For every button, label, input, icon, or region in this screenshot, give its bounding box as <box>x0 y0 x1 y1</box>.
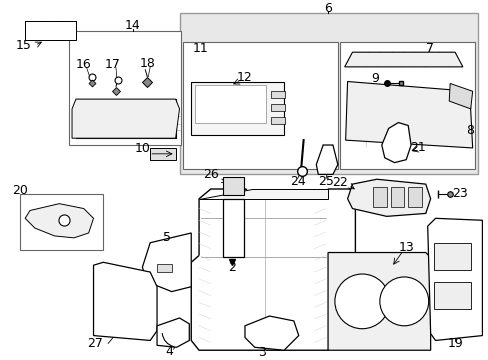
Circle shape <box>334 274 389 329</box>
Bar <box>20 194 103 249</box>
Text: 13: 13 <box>398 241 413 254</box>
Bar <box>25 21 76 40</box>
Text: 9: 9 <box>370 72 378 85</box>
Text: 4: 4 <box>165 345 173 358</box>
Text: 3: 3 <box>257 346 265 359</box>
Polygon shape <box>72 99 179 138</box>
Polygon shape <box>448 84 472 109</box>
Bar <box>183 42 337 170</box>
Bar <box>433 282 470 309</box>
Bar <box>179 13 477 174</box>
Polygon shape <box>142 233 191 292</box>
Text: 21: 21 <box>409 141 425 154</box>
Text: 2: 2 <box>228 261 236 274</box>
Polygon shape <box>157 318 189 347</box>
Text: 6: 6 <box>324 2 331 15</box>
Polygon shape <box>199 189 327 199</box>
Text: 7: 7 <box>425 42 433 55</box>
Polygon shape <box>347 179 430 216</box>
Text: 17: 17 <box>105 58 121 71</box>
Text: 24: 24 <box>289 175 305 188</box>
Circle shape <box>379 277 428 326</box>
Polygon shape <box>344 52 462 67</box>
Bar <box>150 148 175 160</box>
Polygon shape <box>327 252 430 350</box>
Polygon shape <box>381 122 410 163</box>
Polygon shape <box>244 316 298 350</box>
Text: 20: 20 <box>12 184 28 197</box>
Text: 25: 25 <box>318 175 333 188</box>
Bar <box>372 187 386 207</box>
Bar <box>390 187 404 207</box>
Bar <box>271 104 285 111</box>
Text: 11: 11 <box>193 42 208 55</box>
Bar <box>222 177 244 195</box>
Polygon shape <box>191 189 355 350</box>
Polygon shape <box>93 262 157 341</box>
Text: 22: 22 <box>331 176 347 189</box>
Bar <box>157 264 171 272</box>
Bar <box>69 31 181 145</box>
Bar <box>76 99 175 138</box>
Text: 8: 8 <box>465 124 473 137</box>
Text: 16: 16 <box>76 58 91 71</box>
Polygon shape <box>316 145 337 174</box>
Text: 18: 18 <box>139 58 155 71</box>
Text: 14: 14 <box>124 19 140 32</box>
Bar <box>407 187 421 207</box>
Polygon shape <box>345 81 472 148</box>
Text: 10: 10 <box>134 143 150 156</box>
Text: 19: 19 <box>447 337 462 350</box>
Bar <box>191 81 284 135</box>
Text: 5: 5 <box>163 231 170 244</box>
Text: 15: 15 <box>15 39 31 52</box>
Bar <box>339 42 474 170</box>
Text: 1: 1 <box>228 188 236 201</box>
Bar <box>433 243 470 270</box>
Bar <box>271 117 285 123</box>
Text: 26: 26 <box>203 168 218 181</box>
Bar <box>195 85 265 122</box>
Text: 23: 23 <box>451 188 467 201</box>
Polygon shape <box>25 21 76 40</box>
Text: 12: 12 <box>237 71 252 84</box>
Bar <box>271 91 285 98</box>
Polygon shape <box>427 218 482 341</box>
Polygon shape <box>25 204 93 238</box>
Text: 27: 27 <box>87 337 103 350</box>
Bar <box>222 199 244 257</box>
